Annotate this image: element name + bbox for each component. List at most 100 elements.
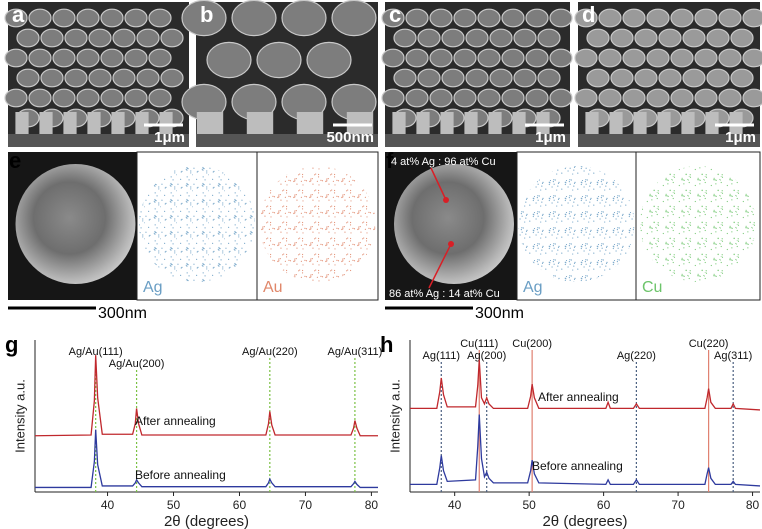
reference-label: Ag(311) [714, 350, 752, 362]
nanopillar-cap [256, 41, 302, 79]
nanopillar-cap [477, 8, 501, 28]
map-label: Au [263, 279, 283, 296]
nanopillar-cap [489, 28, 513, 48]
nanopillar-cap [160, 68, 184, 88]
scale-bar-label: 1μm [535, 129, 566, 146]
reference-label: Ag/Au(200) [109, 358, 165, 370]
nanopillar-cap [501, 48, 525, 68]
eds-signal [139, 166, 255, 282]
nanopillar-cap [417, 28, 441, 48]
nanopillar-cap [393, 68, 417, 88]
nanopillar-cap [136, 28, 160, 48]
nanopillar-cap [28, 48, 52, 68]
nanopillar [657, 112, 671, 134]
nanopillar-cap [181, 0, 227, 37]
x-tick-label: 40 [448, 498, 462, 512]
nanopillar-cap [477, 88, 501, 108]
nanopillar-cap [88, 68, 112, 88]
nanopillar-cap [331, 0, 377, 37]
nanopillar-cap [306, 41, 352, 79]
nanopillar [488, 112, 502, 134]
scale-bar-label: 1μm [725, 129, 756, 146]
nanopillar-cap [381, 48, 405, 68]
nanopillar-cap [52, 88, 76, 108]
nanopillar [440, 112, 454, 134]
nanopillar-cap [574, 8, 598, 28]
nanopillar-cap [670, 48, 694, 68]
reference-label: Ag(200) [467, 350, 506, 362]
x-tick-label: 80 [746, 498, 760, 512]
nanopillar [585, 112, 599, 134]
nanopillar-cap [4, 88, 28, 108]
nanopillar-cap [718, 48, 742, 68]
reference-label: Cu(200) [512, 338, 552, 350]
nanopillar-cap [658, 68, 682, 88]
nanopillar-cap [646, 48, 670, 68]
pointer [428, 243, 452, 289]
nanopillar-cap [148, 8, 172, 28]
nanopillar-cap [694, 8, 718, 28]
nanopillar-cap [537, 28, 561, 48]
nanopillar [681, 112, 695, 134]
eds-signal [640, 166, 756, 282]
nanopillar-cap [525, 48, 549, 68]
eds-signal [259, 166, 376, 282]
nanopillar-cap [76, 8, 100, 28]
nanopillar-cap [477, 48, 501, 68]
nanopillar-cap [381, 88, 405, 108]
nanopillar [416, 112, 430, 134]
nanoparticle [394, 164, 514, 284]
nanopillar-cap [646, 8, 670, 28]
panel-letter: g [5, 332, 18, 357]
nanopillar-cap [730, 28, 754, 48]
nanopillar-cap [622, 88, 646, 108]
nanopillar-cap [513, 28, 537, 48]
panel-letter: h [380, 332, 393, 357]
nanoparticle [15, 164, 136, 284]
pointer-dot [448, 241, 454, 247]
substrate [196, 134, 378, 147]
nanopillar-cap [148, 88, 172, 108]
nanopillar-cap [64, 68, 88, 88]
nanopillar [464, 112, 478, 134]
panel-letter: c [389, 2, 401, 27]
nanopillar [196, 112, 224, 134]
x-tick-label: 50 [522, 498, 536, 512]
nanopillar-cap [598, 8, 622, 28]
nanopillar-cap [4, 8, 28, 28]
nanopillar-cap [465, 28, 489, 48]
nanopillar-cap [441, 28, 465, 48]
nanopillar [705, 112, 719, 134]
nanopillar-cap [718, 8, 742, 28]
map-label: Ag [143, 279, 163, 296]
nanopillar-cap [453, 88, 477, 108]
reference-label: Ag/Au(111) [69, 346, 123, 358]
scale-bar-label: 500nm [326, 129, 374, 146]
nanopillar [246, 112, 274, 134]
nanopillar-cap [429, 88, 453, 108]
nanopillar-cap [598, 88, 622, 108]
nanopillar [87, 112, 101, 134]
nanopillar [63, 112, 77, 134]
reference-label: Ag(111) [423, 350, 461, 362]
nanopillar-cap [489, 68, 513, 88]
nanopillar-cap [670, 8, 694, 28]
nanopillar-cap [124, 8, 148, 28]
substrate [8, 134, 189, 147]
nanopillar-cap [549, 48, 573, 68]
nanopillar-cap [405, 48, 429, 68]
nanopillar-cap [393, 28, 417, 48]
nanopillar-cap [124, 88, 148, 108]
nanopillar-cap [537, 68, 561, 88]
nanopillar-cap [100, 48, 124, 68]
nanopillar-cap [549, 8, 573, 28]
nanopillar [346, 112, 374, 134]
nanopillar-cap [148, 48, 172, 68]
composition-note: 86 at% Ag : 14 at% Cu [389, 288, 500, 300]
nanopillar-cap [76, 88, 100, 108]
nanopillar-cap [622, 48, 646, 68]
x-tick-label: 80 [365, 498, 379, 512]
nanopillar-cap [718, 88, 742, 108]
x-tick-label: 60 [233, 498, 247, 512]
